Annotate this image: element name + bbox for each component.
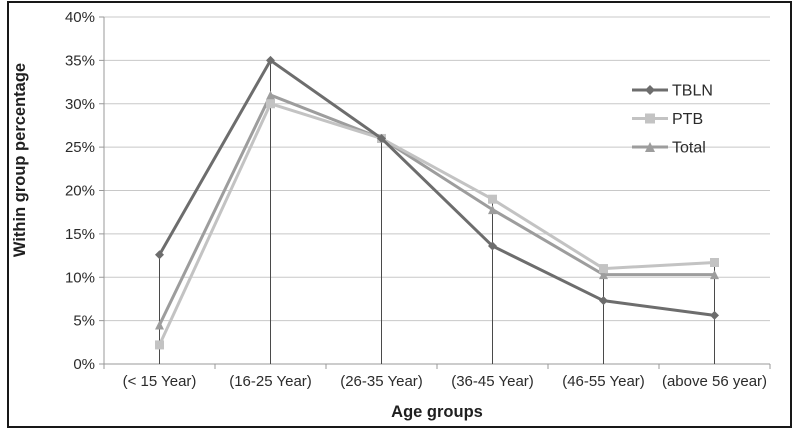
marker-square-icon <box>599 264 608 274</box>
y-tick-label: 0% <box>73 356 95 373</box>
x-axis-title: Age groups <box>391 403 483 421</box>
drop-lines <box>159 60 715 364</box>
series-line-PTB <box>158 101 715 346</box>
marker-diamond-icon <box>710 310 719 320</box>
chart-generated-layers: 0% 5% 10% 15% 20% 25% 30% 35% 40% (< 15 Year) (16-… <box>65 9 771 390</box>
y-tick-label: 15% <box>65 226 95 243</box>
marker-diamond-icon <box>266 55 275 65</box>
marker-diamond-icon <box>377 133 386 143</box>
y-tick-label: 10% <box>65 269 95 286</box>
y-tick-label: 5% <box>73 313 95 330</box>
legend-item-PTB: PTB <box>632 111 703 128</box>
marker-square-icon <box>266 99 275 109</box>
y-tick-label: 20% <box>65 183 95 200</box>
y-tick-label: 30% <box>65 96 95 113</box>
y-axis-title: Within group percentage <box>11 63 29 257</box>
legend-item-Total: Total <box>632 140 706 157</box>
y-tick-label: 25% <box>65 139 95 156</box>
category-label: (46-55 Year) <box>562 373 645 390</box>
marker-triangle-icon <box>155 320 164 330</box>
y-tick-label: 40% <box>65 9 95 26</box>
marker-diamond-icon <box>488 241 497 251</box>
marker-square-icon <box>155 340 164 350</box>
marker-diamond-icon <box>155 250 164 260</box>
marker-diamond-icon <box>645 85 655 95</box>
category-label: (36-45 Year) <box>451 373 534 390</box>
series-layer <box>155 55 719 350</box>
series-line-TBLN <box>158 58 715 317</box>
marker-square-icon <box>488 194 497 204</box>
marker-triangle-icon <box>266 90 275 100</box>
category-label: (above 56 year) <box>662 373 767 390</box>
marker-diamond-icon <box>599 296 608 306</box>
y-tick-label: 35% <box>65 52 95 69</box>
category-label: (< 15 Year) <box>123 373 197 390</box>
marker-triangle-icon <box>645 142 655 152</box>
category-labels: (< 15 Year) (16-25 Year) (26-35 Year) (36-4… <box>123 373 767 390</box>
marker-square-icon <box>645 113 655 124</box>
series-line-Total <box>158 93 715 326</box>
legend-item-TBLN: TBLN <box>632 83 713 100</box>
gridlines <box>104 16 770 322</box>
legend-label: TBLN <box>672 83 713 100</box>
category-label: (26-35 Year) <box>340 373 423 390</box>
legend-label: Total <box>672 140 706 157</box>
legend-label: PTB <box>672 111 703 128</box>
series-TBLN <box>155 55 719 320</box>
marker-triangle-icon <box>710 270 719 280</box>
axes: 0% 5% 10% 15% 20% 25% 30% 35% 40% <box>65 9 771 373</box>
marker-square-icon <box>710 258 719 268</box>
series-PTB <box>155 99 719 350</box>
marker-triangle-icon <box>599 270 608 280</box>
category-label: (16-25 Year) <box>229 373 312 390</box>
legend: TBLN PTB Total <box>632 83 713 157</box>
marker-triangle-icon <box>488 205 497 215</box>
series-Total <box>155 90 719 330</box>
